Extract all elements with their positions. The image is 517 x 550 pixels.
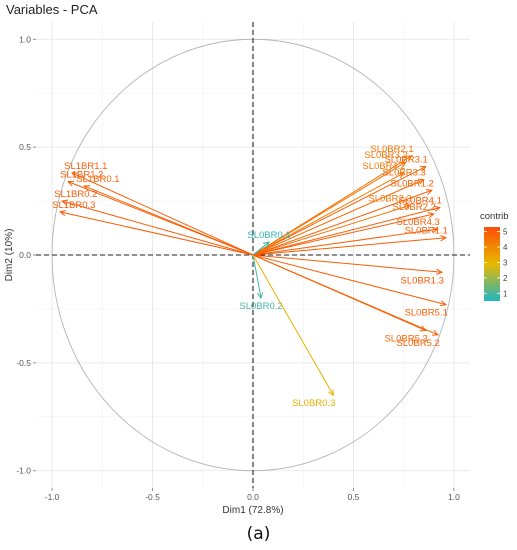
variable-label: SL1BR1.2 (60, 170, 103, 181)
y-tick-label: 1.0 (19, 34, 31, 44)
variable-label: SL0BR3.2 (364, 150, 407, 161)
x-tick-label: 0.5 (348, 492, 360, 502)
variable-label: SL0BR5.2 (397, 338, 440, 349)
variable-label: SL0BR0.3 (292, 398, 335, 409)
y-axis-label: Dim2 (10%) (4, 229, 15, 282)
variable-arrow-sl1br0-3 (58, 209, 254, 256)
legend-tick-label: 4 (503, 243, 508, 252)
variable-arrow-sl0br4-3 (252, 226, 439, 256)
variable-label: SL0BR1.3 (401, 275, 444, 286)
legend-title: contrib (480, 211, 509, 222)
variable-arrow-sl0br4-1 (252, 205, 441, 256)
variable-arrow-sl0br3-2 (252, 161, 407, 256)
variable-arrow-sl0br4-2 (252, 172, 405, 256)
variable-label: SL0BR2.3 (368, 193, 411, 204)
variable-label: SL0BR4.2 (362, 161, 405, 172)
y-tick-label: 0.0 (19, 250, 31, 260)
variable-label: SL0BR5.3 (384, 334, 427, 345)
x-tick-label: -0.5 (145, 492, 160, 502)
variable-label: SL0BR2.1 (370, 144, 413, 155)
variable-label: SL0BR3.1 (384, 155, 427, 166)
variable-label: SL1BR1.1 (64, 161, 107, 172)
legend-tick-label: 1 (503, 289, 508, 298)
variable-label: SL1BR0.3 (52, 200, 95, 211)
legend-tick-label: 2 (503, 274, 508, 283)
variable-label: SL0BR4.1 (399, 196, 442, 207)
legend-tick-label: 5 (503, 228, 508, 237)
variable-arrow-sl0br0-3 (252, 254, 334, 397)
variable-arrow-sl0br1-3 (252, 254, 444, 275)
variable-label: SL1BR0.2 (54, 189, 97, 200)
variable-arrow-sl0br2-2 (252, 212, 435, 256)
variable-label: SL0BR4.3 (397, 217, 440, 228)
variable-label: SL0BR3.3 (382, 167, 425, 178)
variable-label: SL0BR0.2 (239, 301, 282, 312)
variable-arrow-sl0br0-1 (252, 241, 270, 256)
variable-arrow-sl0br0-2 (252, 254, 264, 300)
variable-arrow-sl0br1-2 (252, 189, 433, 256)
variable-arrow-sl0br1-1 (252, 235, 448, 256)
x-axis-label: Dim1 (72.8%) (222, 505, 283, 516)
chart-title: Variables - PCA (6, 2, 98, 17)
x-tick-label: 1.0 (448, 492, 460, 502)
variable-arrow-sl0br3-3 (252, 178, 425, 256)
legend-tick-label: 3 (503, 258, 508, 267)
variable-arrow-sl0br3-1 (252, 166, 427, 256)
variable-label: SL0BR0.1 (247, 230, 290, 241)
variable-arrow-sl0br5-1 (252, 254, 448, 307)
y-tick-label: 0.5 (19, 142, 31, 152)
x-tick-label: -1.0 (45, 492, 60, 502)
y-tick-label: -1.0 (16, 466, 31, 476)
variable-arrow-sl1br0-1 (83, 185, 254, 256)
panel-label: (a) (246, 524, 271, 544)
x-tick-label: 0.0 (247, 492, 259, 502)
variable-arrow-sl1br1-1 (71, 172, 254, 256)
variable-label: SL0BR1.2 (391, 178, 434, 189)
variable-label: SL0BR1.1 (405, 226, 448, 237)
variable-arrow-sl0br5-2 (252, 254, 439, 336)
variable-label: SL0BR5.1 (405, 308, 448, 319)
variable-label: SL0BR2.2 (393, 202, 436, 213)
y-tick-label: -0.5 (16, 358, 31, 368)
variable-arrow-sl1br0-2 (61, 199, 254, 256)
variable-label: SL1BR0.1 (76, 174, 119, 185)
variable-arrow-sl0br2-3 (252, 204, 411, 256)
legend-colorbar (484, 227, 500, 301)
